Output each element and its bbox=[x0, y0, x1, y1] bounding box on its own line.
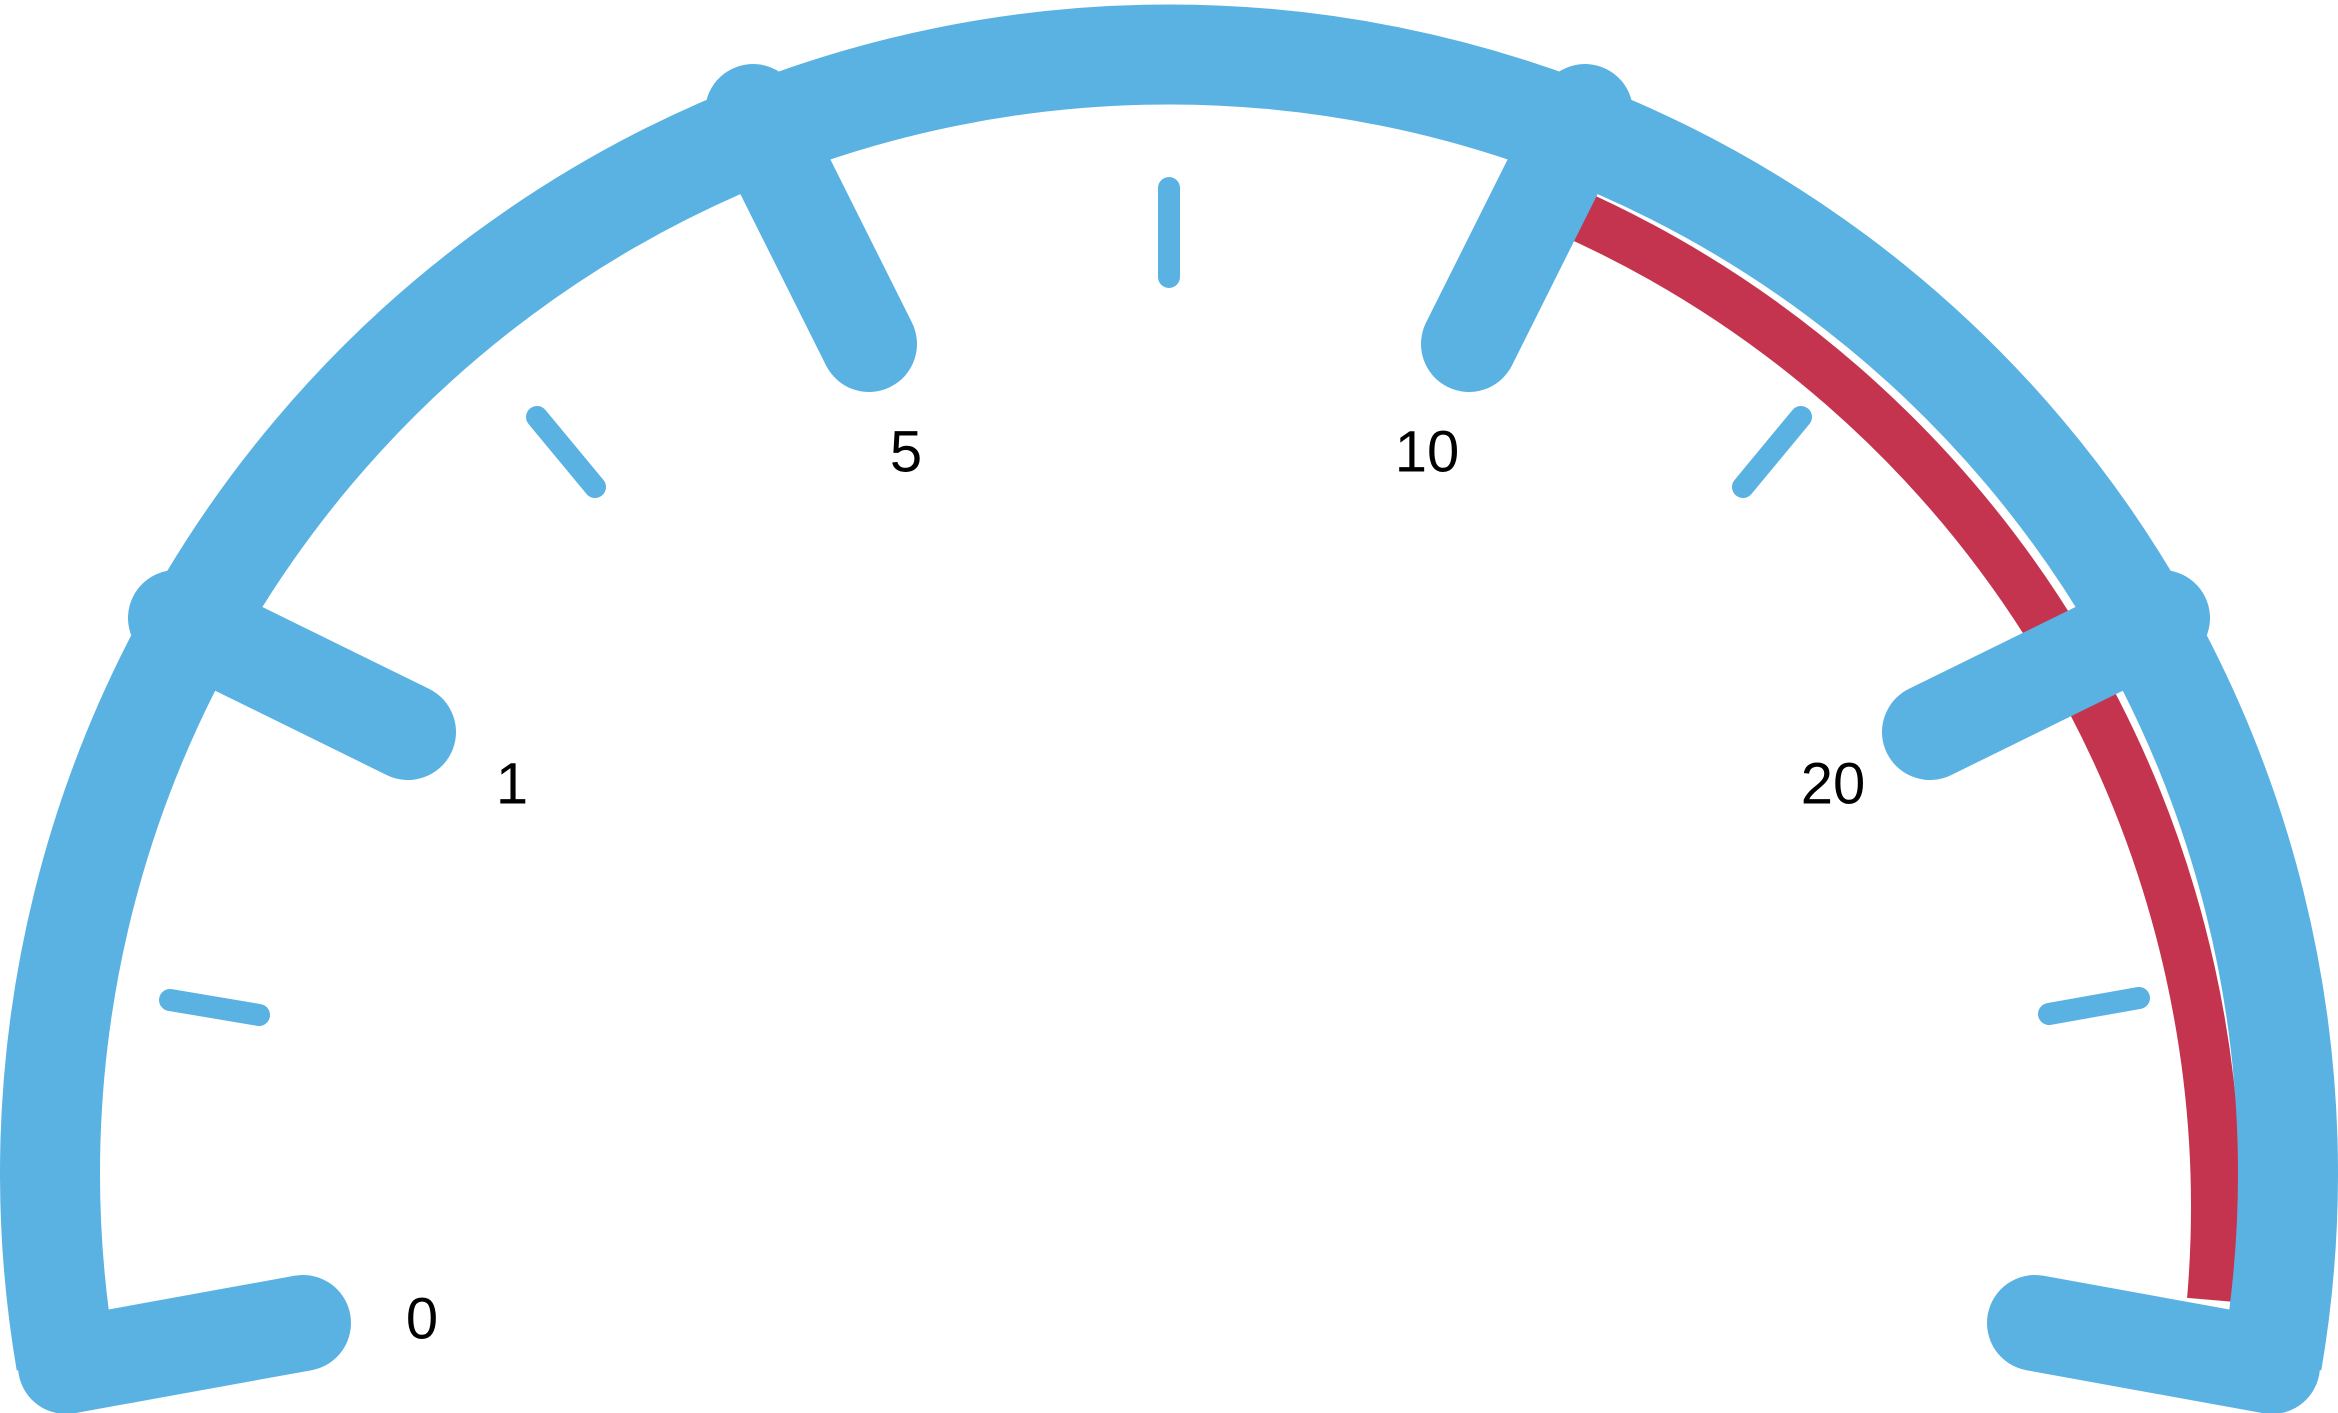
scale-label-1: 1 bbox=[496, 751, 528, 816]
minor-tick bbox=[159, 989, 270, 1026]
minor-tick bbox=[2038, 987, 2150, 1025]
minor-tick bbox=[1732, 406, 1812, 498]
scale-label-20: 20 bbox=[1801, 751, 1866, 816]
major-tick-max bbox=[1987, 1275, 2320, 1413]
minor-tick bbox=[526, 406, 606, 498]
dial-rim bbox=[0, 4, 2338, 1371]
scale-label-0: 0 bbox=[406, 1286, 438, 1351]
major-tick-1 bbox=[128, 570, 456, 780]
major-tick-10 bbox=[1421, 64, 1633, 392]
major-tick-5 bbox=[705, 64, 917, 392]
scale-label-5: 5 bbox=[890, 419, 922, 484]
major-tick-0 bbox=[18, 1275, 351, 1413]
scale-label-10: 10 bbox=[1395, 419, 1460, 484]
major-tick-20 bbox=[1882, 570, 2210, 780]
